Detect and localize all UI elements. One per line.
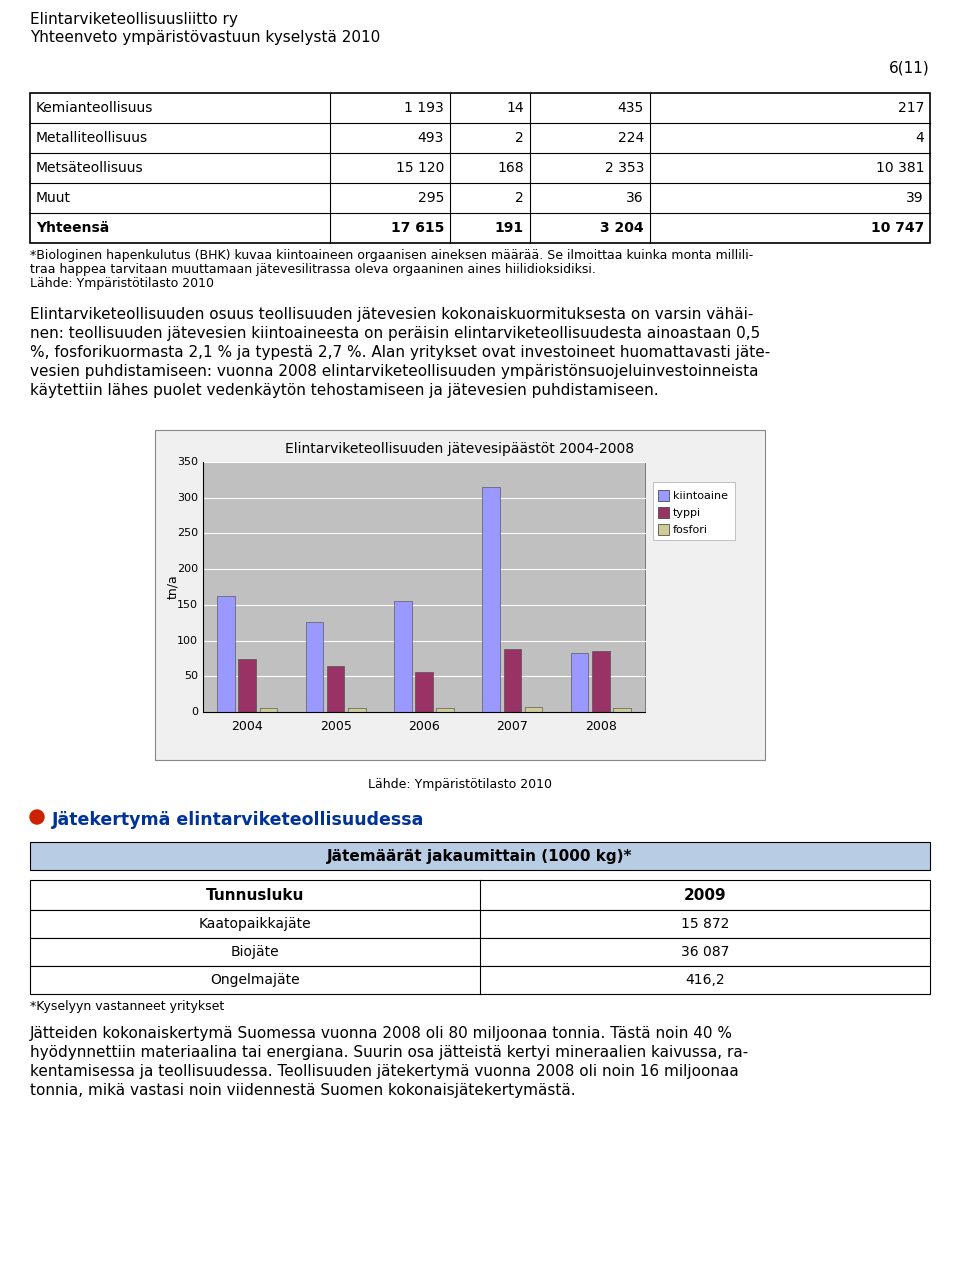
Text: 191: 191	[494, 222, 524, 234]
Text: traa happea tarvitaan muuttamaan jätevesilitrassa oleva orgaaninen aines hiilidi: traa happea tarvitaan muuttamaan jäteves…	[30, 263, 596, 276]
Text: 2: 2	[516, 191, 524, 205]
Text: 224: 224	[617, 131, 644, 146]
Text: 250: 250	[177, 528, 198, 538]
Text: 416,2: 416,2	[685, 972, 725, 987]
Text: kiintoaine: kiintoaine	[673, 491, 728, 501]
Text: 350: 350	[177, 457, 198, 468]
Text: 15 872: 15 872	[681, 917, 730, 931]
Bar	[592, 650, 610, 712]
Text: %, fosforikuormasta 2,1 % ja typestä 2,7 %. Alan yritykset ovat investoineet huo: %, fosforikuormasta 2,1 % ja typestä 2,7…	[30, 345, 770, 361]
Text: Lähde: Ympäristötilasto 2010: Lähde: Ympäristötilasto 2010	[368, 778, 552, 791]
Text: 14: 14	[506, 100, 524, 115]
Text: 2004: 2004	[231, 720, 263, 733]
Bar	[613, 707, 631, 712]
Text: Kemianteollisuus: Kemianteollisuus	[36, 100, 154, 115]
Text: 10 381: 10 381	[876, 161, 924, 175]
Bar	[30, 911, 930, 938]
Text: 150: 150	[177, 600, 198, 609]
Text: Ongelmajäte: Ongelmajäte	[210, 972, 300, 987]
Text: Muut: Muut	[36, 191, 71, 205]
Text: käytettiin lähes puolet vedenkäytön tehostamiseen ja jätevesien puhdistamiseen.: käytettiin lähes puolet vedenkäytön teho…	[30, 383, 659, 398]
Bar	[658, 489, 669, 501]
Text: Jätemäärät jakaumittain (1000 kg)*: Jätemäärät jakaumittain (1000 kg)*	[327, 849, 633, 863]
Text: Tunnusluku: Tunnusluku	[205, 887, 304, 903]
Text: typpi: typpi	[673, 507, 701, 518]
Text: Jätekertymä elintarviketeollisuudessa: Jätekertymä elintarviketeollisuudessa	[52, 811, 424, 829]
Bar	[30, 842, 930, 869]
Text: 300: 300	[177, 493, 198, 502]
Text: tonnia, mikä vastasi noin viidennestä Suomen kokonaisjätekertymästä.: tonnia, mikä vastasi noin viidennestä Su…	[30, 1083, 576, 1097]
Bar	[305, 622, 324, 712]
Text: 2005: 2005	[320, 720, 351, 733]
Bar	[525, 707, 542, 712]
Bar	[658, 524, 669, 535]
Text: Elintarviketeollisuusliitto ry: Elintarviketeollisuusliitto ry	[30, 12, 238, 27]
Text: 493: 493	[418, 131, 444, 146]
Text: 435: 435	[617, 100, 644, 115]
Text: Jätteiden kokonaiskertymä Suomessa vuonna 2008 oli 80 miljoonaa tonnia. Tästä no: Jätteiden kokonaiskertymä Suomessa vuonn…	[30, 1027, 733, 1041]
Text: Yhteensä: Yhteensä	[36, 222, 109, 234]
Text: Metalliteollisuus: Metalliteollisuus	[36, 131, 148, 146]
Circle shape	[30, 810, 44, 824]
Text: 50: 50	[184, 671, 198, 681]
Text: Metsäteollisuus: Metsäteollisuus	[36, 161, 144, 175]
Text: Biojäte: Biojäte	[230, 945, 279, 960]
Bar	[504, 649, 521, 712]
Bar	[217, 595, 235, 712]
Text: kentamisessa ja teollisuudessa. Teollisuuden jätekertymä vuonna 2008 oli noin 16: kentamisessa ja teollisuudessa. Teollisu…	[30, 1064, 739, 1079]
Bar	[259, 707, 277, 712]
Text: 2009: 2009	[684, 887, 727, 903]
Text: 36: 36	[626, 191, 644, 205]
Text: *Kyselyyn vastanneet yritykset: *Kyselyyn vastanneet yritykset	[30, 999, 225, 1012]
Text: 17 615: 17 615	[391, 222, 444, 234]
Bar	[658, 507, 669, 518]
Text: Elintarviketeollisuuden jätevesipäästöt 2004-2008: Elintarviketeollisuuden jätevesipäästöt …	[285, 442, 635, 456]
Text: 100: 100	[177, 635, 198, 645]
Text: 2007: 2007	[496, 720, 528, 733]
Bar	[348, 707, 366, 712]
Text: 4: 4	[915, 131, 924, 146]
Text: 2 353: 2 353	[605, 161, 644, 175]
Bar	[155, 430, 765, 760]
Bar	[30, 93, 930, 243]
Text: 3 204: 3 204	[600, 222, 644, 234]
Bar	[203, 462, 645, 712]
Text: 10 747: 10 747	[871, 222, 924, 234]
Text: Kaatopaikkajäte: Kaatopaikkajäte	[199, 917, 311, 931]
Text: 217: 217	[898, 100, 924, 115]
Bar	[571, 653, 588, 712]
Bar	[238, 659, 256, 712]
Text: 168: 168	[497, 161, 524, 175]
Text: 2: 2	[516, 131, 524, 146]
Text: 6(11): 6(11)	[889, 61, 930, 75]
Text: 2006: 2006	[408, 720, 440, 733]
Text: fosfori: fosfori	[673, 524, 708, 535]
Bar	[482, 487, 500, 712]
Text: vesien puhdistamiseen: vuonna 2008 elintarviketeollisuuden ympäristönsuojeluinve: vesien puhdistamiseen: vuonna 2008 elint…	[30, 365, 758, 379]
Text: 2008: 2008	[585, 720, 616, 733]
Text: tn/a: tn/a	[166, 574, 180, 599]
Text: 295: 295	[418, 191, 444, 205]
Text: 1 193: 1 193	[404, 100, 444, 115]
Text: hyödynnettiin materiaalina tai energiana. Suurin osa jätteistä kertyi mineraalie: hyödynnettiin materiaalina tai energiana…	[30, 1045, 748, 1060]
Text: 15 120: 15 120	[396, 161, 444, 175]
Bar	[437, 708, 454, 712]
Text: 36 087: 36 087	[681, 945, 730, 960]
Text: Elintarviketeollisuuden osuus teollisuuden jätevesien kokonaiskuormituksesta on : Elintarviketeollisuuden osuus teollisuud…	[30, 307, 754, 322]
Bar	[415, 672, 433, 712]
Text: nen: teollisuuden jätevesien kiintoaineesta on peräisin elintarviketeollisuudest: nen: teollisuuden jätevesien kiintoainee…	[30, 326, 760, 341]
Bar	[30, 966, 930, 994]
Text: Lähde: Ympäristötilasto 2010: Lähde: Ympäristötilasto 2010	[30, 277, 214, 290]
Bar	[326, 666, 345, 712]
Text: 0: 0	[191, 707, 198, 717]
Text: 200: 200	[177, 564, 198, 574]
Text: Yhteenveto ympäristövastuun kyselystä 2010: Yhteenveto ympäristövastuun kyselystä 20…	[30, 30, 380, 45]
Bar	[30, 880, 930, 911]
Bar	[653, 482, 735, 540]
Text: *Biologinen hapenkulutus (BHK) kuvaa kiintoaineen orgaanisen aineksen määrää. Se: *Biologinen hapenkulutus (BHK) kuvaa kii…	[30, 249, 754, 261]
Text: 39: 39	[906, 191, 924, 205]
Bar	[30, 938, 930, 966]
Bar	[394, 601, 412, 712]
